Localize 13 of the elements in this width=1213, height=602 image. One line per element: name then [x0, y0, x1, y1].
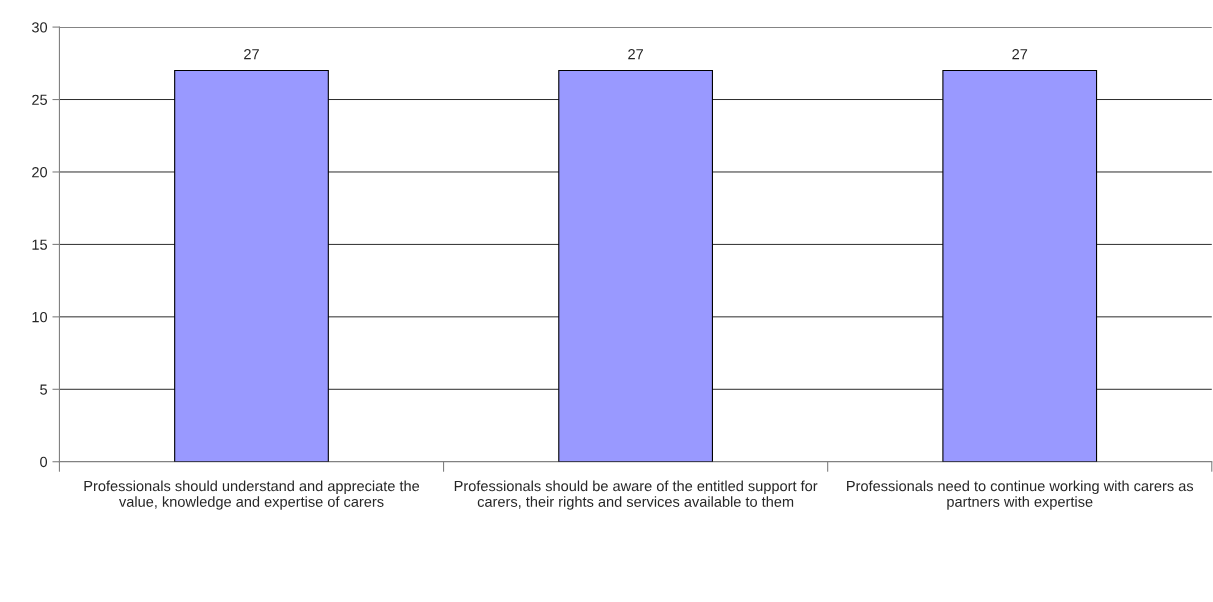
data-label: 27 — [244, 49, 259, 60]
y-tick-label: 15 — [32, 239, 48, 250]
y-tick-label: 25 — [32, 94, 48, 105]
y-tick-label: 10 — [32, 311, 48, 323]
x-tick-label: Professionals need to continue working with carers as partners with expertise — [847, 480, 1194, 510]
data-label: 27 — [1012, 49, 1028, 60]
x-tick-label: Professionals should understand and appreciate the value, knowledge and expertise of carers — [84, 480, 420, 510]
y-tick-label: 5 — [40, 384, 48, 395]
y-tick-label: 30 — [31, 22, 48, 33]
data-label: 27 — [628, 49, 643, 60]
y-tick-label: 20 — [32, 167, 48, 178]
y-tick-label: 0 — [40, 456, 48, 468]
x-tick-label: Professionals should be aware of the entitled support for carers, their rights and services available to them — [454, 480, 818, 510]
